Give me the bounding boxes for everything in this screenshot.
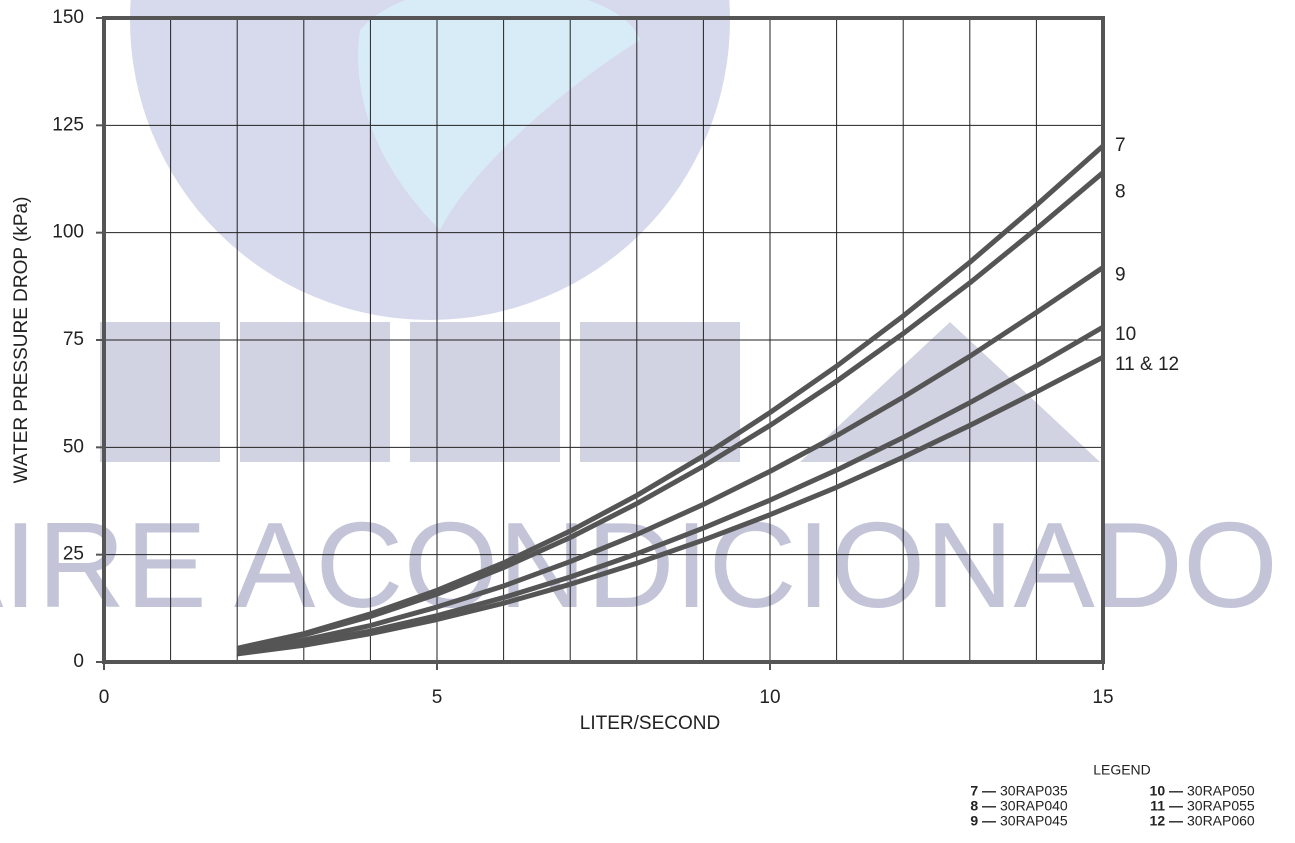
y-tick-label: 125 xyxy=(52,114,84,135)
legend-key: 12 — xyxy=(1150,813,1183,829)
series-label: 11 & 12 xyxy=(1115,354,1179,375)
series-label: 8 xyxy=(1115,182,1126,203)
y-tick-label: 100 xyxy=(52,222,84,243)
legend-model: 30RAP040 xyxy=(1000,798,1068,814)
y-tick-label: 25 xyxy=(63,544,84,565)
series-line xyxy=(236,265,1105,655)
x-tick-label: 10 xyxy=(759,687,780,708)
legend-key: 9 — xyxy=(970,813,996,829)
x-tick-label: 5 xyxy=(432,687,443,708)
legend-model: 30RAP060 xyxy=(1187,813,1255,829)
series-label: 7 xyxy=(1115,135,1126,156)
y-tick-label: 0 xyxy=(73,651,84,672)
legend-model: 30RAP050 xyxy=(1187,783,1255,799)
legend-key: 11 — xyxy=(1150,798,1183,814)
series-line xyxy=(236,144,1105,651)
series-label: 10 xyxy=(1115,324,1136,345)
plot-frame xyxy=(102,16,1105,664)
y-tick-label: 50 xyxy=(63,436,84,457)
legend-model: 30RAP035 xyxy=(1000,783,1068,799)
legend-key: 10 — xyxy=(1150,783,1183,799)
legend-title: LEGEND xyxy=(1093,762,1151,778)
y-tick-label: 75 xyxy=(63,329,84,350)
watermark-shapes xyxy=(100,0,1100,462)
series-label: 9 xyxy=(1115,264,1126,285)
x-tick-label: 15 xyxy=(1092,687,1113,708)
legend-key: 7 — xyxy=(970,783,996,799)
series-line xyxy=(236,170,1105,652)
legend-model: 30RAP055 xyxy=(1187,798,1255,814)
y-tick-label: 150 xyxy=(52,7,84,28)
x-tick-label: 0 xyxy=(99,687,110,708)
legend-model: 30RAP045 xyxy=(1000,813,1068,829)
legend-key: 8 — xyxy=(970,798,996,814)
y-axis-label: WATER PRESSURE DROP (kPa) xyxy=(11,197,32,484)
series-line xyxy=(236,354,1105,657)
watermark-text: AIRE ACONDICIONADO xyxy=(0,497,1278,633)
x-axis-label: LITER/SECOND xyxy=(580,713,720,734)
series-line xyxy=(236,324,1105,656)
